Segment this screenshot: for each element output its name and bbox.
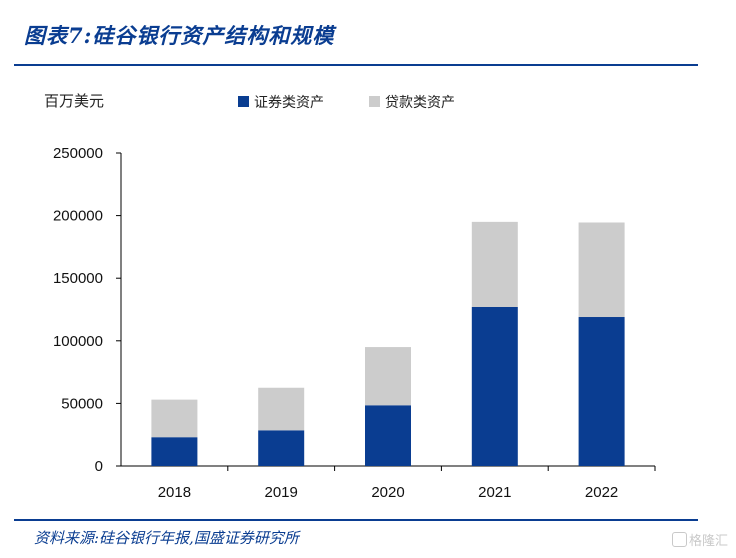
watermark-text: 格隆汇: [688, 534, 728, 549]
bar-securities-2019: [258, 430, 305, 466]
x-tick-label: 2021: [478, 484, 511, 501]
title-divider: [14, 64, 698, 66]
legend: 证券类资产 贷款类资产: [238, 95, 455, 111]
legend-label-securities: 证券类资产: [254, 95, 324, 111]
bar-securities-2018: [151, 437, 198, 466]
bars: [151, 221, 625, 466]
bar-loans-2021: [471, 221, 518, 307]
bar-loans-2022: [578, 222, 625, 318]
bar-securities-2022: [578, 317, 625, 466]
x-tick-label: 2019: [265, 484, 298, 501]
bar-loans-2020: [365, 347, 411, 406]
y-tick-label: 0: [95, 458, 103, 475]
footer-divider: [14, 519, 698, 521]
legend-label-loans: 贷款类资产: [385, 95, 455, 111]
y-tick-label: 150000: [53, 270, 103, 287]
y-axis-ticks: 0 50000 100000 150000 200000 250000: [53, 145, 121, 475]
y-tick-label: 50000: [61, 395, 103, 412]
x-tick-label: 2022: [585, 484, 618, 501]
legend-swatch-loans: [369, 96, 380, 107]
x-tick-label: 2020: [371, 484, 404, 501]
y-tick-label: 200000: [53, 208, 103, 225]
watermark-logo-icon: [671, 532, 687, 547]
chart-title: 图表7:硅谷银行资产结构和规模: [24, 23, 335, 48]
bar-securities-2021: [471, 306, 518, 466]
source-note: 资料来源:硅谷银行年报,国盛证券研究所: [34, 529, 299, 547]
y-unit-label: 百万美元: [44, 92, 104, 110]
y-tick-label: 100000: [53, 333, 103, 350]
legend-swatch-securities: [238, 96, 249, 107]
watermark: 格隆汇: [671, 530, 728, 549]
x-tick-label: 2018: [158, 484, 191, 501]
y-tick-label: 250000: [53, 145, 103, 162]
bar-securities-2020: [365, 405, 411, 466]
x-axis-ticks: 2018 2019 2020 2021 2022: [158, 466, 656, 501]
bar-loans-2019: [258, 387, 305, 431]
bar-loans-2018: [151, 399, 198, 438]
